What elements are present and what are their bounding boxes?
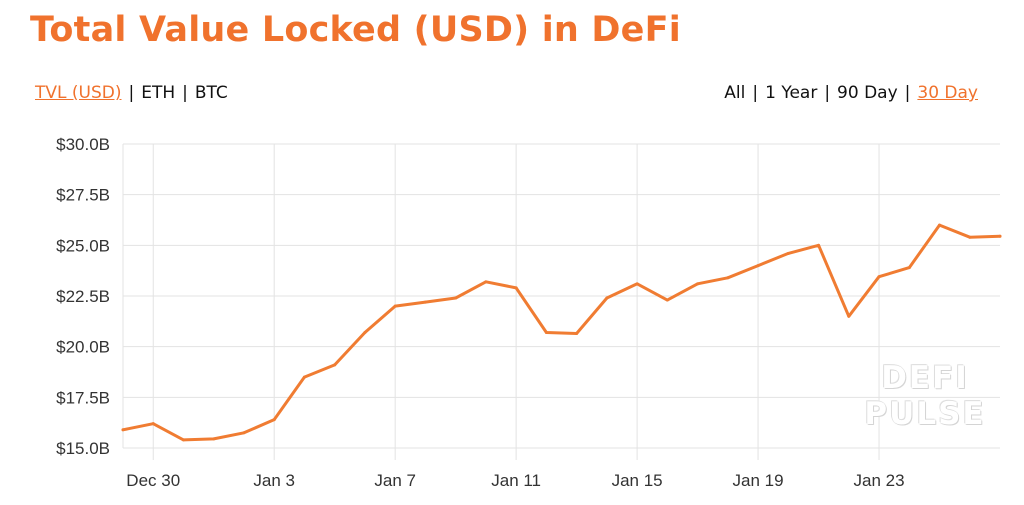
y-gridlines bbox=[123, 143, 1000, 449]
data-point bbox=[393, 304, 397, 308]
data-point bbox=[907, 266, 911, 270]
y-tick-label: $30.0B bbox=[56, 135, 110, 154]
data-point bbox=[272, 418, 276, 422]
data-point bbox=[756, 264, 760, 268]
data-point bbox=[938, 223, 942, 227]
data-point bbox=[786, 251, 790, 255]
y-axis-labels: $30.0B $27.5B $25.0B $22.5B $20.0B $17.5B $15.… bbox=[56, 135, 110, 458]
data-point bbox=[635, 282, 639, 286]
data-point bbox=[847, 314, 851, 318]
data-point bbox=[998, 234, 1002, 238]
watermark-line-2: PULSE bbox=[864, 396, 986, 432]
separator: | bbox=[904, 83, 911, 103]
data-point bbox=[454, 296, 458, 300]
data-point bbox=[544, 330, 548, 334]
data-point bbox=[514, 286, 518, 290]
range-90-day[interactable]: 90 Day bbox=[837, 83, 898, 103]
data-point bbox=[665, 298, 669, 302]
y-tick-label: $17.5B bbox=[56, 388, 110, 407]
range-all[interactable]: All bbox=[724, 83, 746, 103]
separator: | bbox=[824, 83, 831, 103]
currency-toggle: TVL (USD) | ETH | BTC bbox=[35, 83, 228, 103]
y-tick-label: $22.5B bbox=[56, 287, 110, 306]
data-point bbox=[696, 282, 700, 286]
data-point bbox=[181, 438, 185, 442]
x-tick-label: Jan 23 bbox=[854, 471, 905, 490]
y-tick-label: $20.0B bbox=[56, 338, 110, 357]
data-point bbox=[423, 300, 427, 304]
x-axis-labels: Dec 30 Jan 3 Jan 7 Jan 11 Jan 15 Jan 19 Jan 23 bbox=[126, 471, 904, 490]
data-point bbox=[968, 235, 972, 239]
toggle-btc[interactable]: BTC bbox=[194, 83, 228, 103]
data-point bbox=[121, 428, 125, 432]
watermark-line-1: DEFI bbox=[881, 360, 969, 396]
toggle-eth[interactable]: ETH bbox=[141, 83, 176, 103]
data-point bbox=[575, 331, 579, 335]
data-point bbox=[817, 243, 821, 247]
y-tick-label: $25.0B bbox=[56, 236, 110, 255]
separator: | bbox=[182, 83, 188, 103]
data-point bbox=[333, 363, 337, 367]
series-group bbox=[121, 223, 1002, 442]
data-point bbox=[605, 296, 609, 300]
x-tick-label: Jan 11 bbox=[491, 471, 541, 490]
range-toggle: All | 1 Year | 90 Day | 30 Day bbox=[724, 83, 978, 103]
separator: | bbox=[752, 83, 759, 103]
defi-pulse-watermark: DEFI PULSE bbox=[860, 360, 990, 432]
data-point bbox=[363, 330, 367, 334]
data-point bbox=[212, 437, 216, 441]
x-tick-label: Jan 19 bbox=[733, 471, 784, 490]
range-30-day[interactable]: 30 Day bbox=[917, 83, 978, 103]
y-tick-label: $27.5B bbox=[56, 186, 110, 205]
x-tick-label: Jan 3 bbox=[253, 471, 295, 490]
separator: | bbox=[128, 83, 135, 103]
x-tick-label: Jan 15 bbox=[612, 471, 663, 490]
data-point bbox=[726, 276, 730, 280]
series-line bbox=[121, 223, 1002, 442]
data-point bbox=[242, 431, 246, 435]
data-point bbox=[484, 280, 488, 284]
y-tick-label: $15.0B bbox=[56, 439, 110, 458]
data-point bbox=[877, 275, 881, 279]
toggle-tvl-usd[interactable]: TVL (USD) bbox=[35, 83, 122, 103]
x-tick-label: Dec 30 bbox=[126, 471, 180, 490]
x-tick-label: Jan 7 bbox=[374, 471, 416, 490]
x-gridlines bbox=[122, 144, 880, 460]
data-point bbox=[302, 375, 306, 379]
data-point bbox=[151, 422, 155, 426]
range-1-year[interactable]: 1 Year bbox=[765, 83, 818, 103]
page-title: Total Value Locked (USD) in DeFi bbox=[30, 10, 681, 50]
